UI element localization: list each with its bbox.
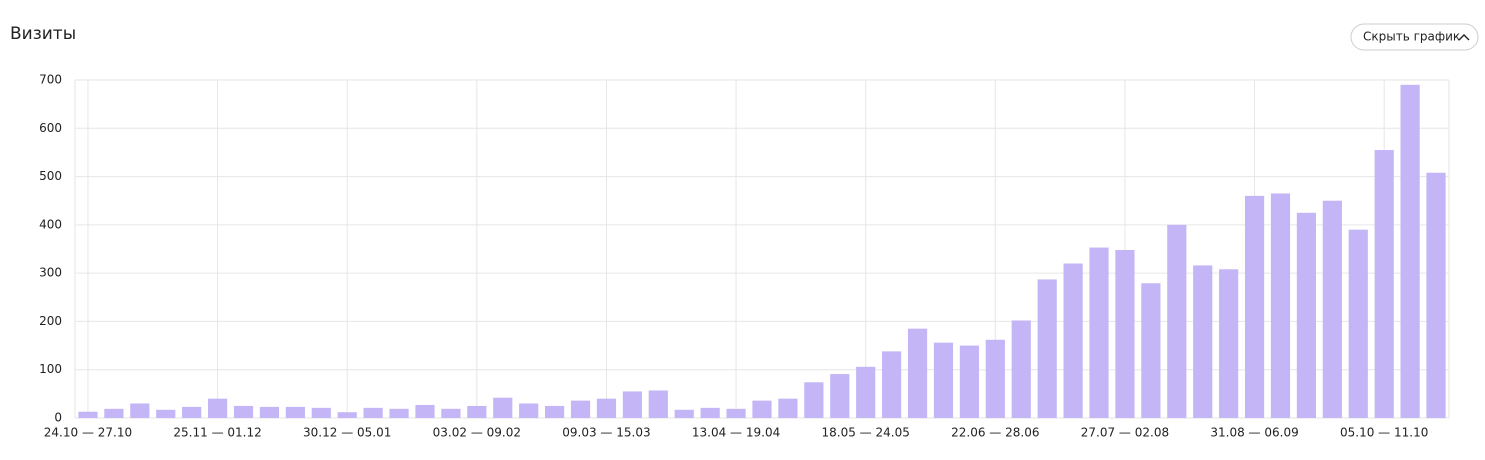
x-tick-label: 03.02 — 09.02 xyxy=(433,426,521,440)
bar xyxy=(622,391,642,418)
bar xyxy=(596,398,617,418)
chart-title: Визиты xyxy=(10,24,76,44)
bar xyxy=(959,345,979,418)
bar xyxy=(1244,195,1265,418)
bar xyxy=(726,408,746,418)
bar xyxy=(182,406,202,418)
y-tick-label: 600 xyxy=(39,121,62,135)
bar xyxy=(752,400,772,418)
bar xyxy=(493,397,513,418)
x-tick-label: 13.04 — 19.04 xyxy=(692,426,780,440)
bar xyxy=(78,411,98,418)
x-tick-label: 31.08 — 06.09 xyxy=(1210,426,1298,440)
bar xyxy=(156,409,176,418)
bar xyxy=(1089,247,1109,418)
bar xyxy=(130,403,150,418)
y-tick-label: 100 xyxy=(39,362,62,376)
bar xyxy=(933,342,954,418)
bar xyxy=(389,408,409,418)
bar xyxy=(441,408,461,418)
bar xyxy=(830,374,850,418)
bar xyxy=(570,400,591,418)
bar xyxy=(1348,229,1368,418)
bar xyxy=(337,412,357,418)
bar xyxy=(1219,269,1239,418)
bar xyxy=(519,403,539,418)
x-tick-label: 24.10 — 27.10 xyxy=(44,426,132,440)
bar xyxy=(1037,279,1057,418)
x-tick-label: 05.10 — 11.10 xyxy=(1340,426,1428,440)
bar xyxy=(985,339,1005,418)
x-tick-label: 30.12 — 05.01 xyxy=(303,426,391,440)
bar xyxy=(1296,212,1317,418)
bar xyxy=(104,408,124,418)
button-label[interactable]: Скрыть график xyxy=(1363,30,1460,44)
bar xyxy=(467,405,487,418)
y-tick-label: 400 xyxy=(39,217,62,231)
bar xyxy=(674,409,694,418)
y-tick-label: 700 xyxy=(39,73,62,87)
bar xyxy=(1011,320,1031,418)
bar xyxy=(648,390,668,418)
bar xyxy=(882,351,902,418)
bar xyxy=(1400,84,1420,418)
bar xyxy=(285,406,305,418)
y-tick-label: 0 xyxy=(54,411,62,425)
bar xyxy=(1374,150,1394,418)
bar xyxy=(233,405,254,418)
bar xyxy=(856,366,876,418)
bar xyxy=(778,398,798,418)
bar xyxy=(1141,283,1161,418)
bar xyxy=(1322,200,1342,418)
x-tick-label: 27.07 — 02.08 xyxy=(1081,426,1169,440)
bar xyxy=(1115,249,1135,418)
bar xyxy=(1270,193,1291,418)
hide-chart-button[interactable]: Скрыть график xyxy=(1350,23,1479,51)
bar xyxy=(415,404,435,418)
bar xyxy=(1063,263,1083,418)
chevron-icon[interactable] xyxy=(1458,34,1470,41)
x-tick-label: 22.06 — 28.06 xyxy=(951,426,1039,440)
bar xyxy=(311,407,331,418)
bar xyxy=(545,405,565,418)
bar xyxy=(700,407,720,418)
y-tick-label: 200 xyxy=(39,314,62,328)
bar xyxy=(1193,265,1213,418)
bar xyxy=(1167,224,1187,418)
bar xyxy=(207,398,228,418)
x-tick-label: 09.03 — 15.03 xyxy=(562,426,650,440)
bar xyxy=(259,406,280,418)
button-frame[interactable] xyxy=(1350,23,1479,51)
x-tick-label: 25.11 — 01.12 xyxy=(173,426,261,440)
y-tick-label: 300 xyxy=(39,266,62,280)
bar xyxy=(1426,172,1446,418)
y-tick-label: 500 xyxy=(39,169,62,183)
bar xyxy=(804,382,824,418)
bar xyxy=(907,328,928,418)
bar xyxy=(363,407,383,418)
x-tick-label: 18.05 — 24.05 xyxy=(822,426,910,440)
